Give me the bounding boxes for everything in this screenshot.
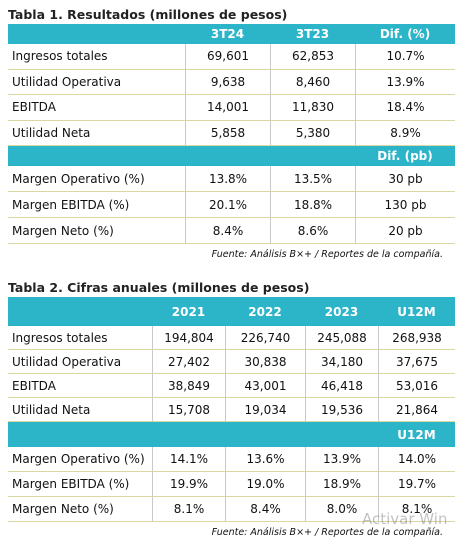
watermark: Activar Win <box>362 510 448 528</box>
cell: 13.9% <box>355 69 455 95</box>
table-title: Tabla 1. Resultados (millones de pesos) <box>8 6 288 22</box>
row-label: Margen Operativo (%) <box>8 166 185 192</box>
header-cell: U12M <box>378 297 455 326</box>
row-label: Margen EBITDA (%) <box>8 192 185 218</box>
header-cell: U12M <box>378 422 455 447</box>
cell: 8.0% <box>305 497 378 522</box>
cell: 13.6% <box>225 447 305 472</box>
cell: 37,675 <box>378 350 455 374</box>
source-note: Fuente: Análisis B×+ / Reportes de la co… <box>211 526 443 538</box>
header-cell: Dif. (%) <box>355 24 455 44</box>
source-note: Fuente: Análisis B×+ / Reportes de la co… <box>211 248 443 260</box>
cell: 245,088 <box>305 326 378 350</box>
cell: 53,016 <box>378 374 455 398</box>
cell: 226,740 <box>225 326 305 350</box>
row-label: Utilidad Neta <box>8 398 152 422</box>
cell: 14.1% <box>152 447 225 472</box>
cell: 19.9% <box>152 472 225 497</box>
cell: 43,001 <box>225 374 305 398</box>
cell: 19,536 <box>305 398 378 422</box>
header-cell: 2023 <box>305 297 378 326</box>
row-label: EBITDA <box>8 95 185 121</box>
cell: 20.1% <box>185 192 270 218</box>
cell: 8.4% <box>185 218 270 244</box>
cell: 13.8% <box>185 166 270 192</box>
header-cell: 3T24 <box>185 24 270 44</box>
row-label: Ingresos totales <box>8 326 152 350</box>
cell: 8.6% <box>270 218 355 244</box>
cell: 34,180 <box>305 350 378 374</box>
cell: 8.1% <box>152 497 225 522</box>
cell: 194,804 <box>152 326 225 350</box>
cell: 19,034 <box>225 398 305 422</box>
row-label: Margen Neto (%) <box>8 218 185 244</box>
row-label: Margen EBITDA (%) <box>8 472 152 497</box>
row-label: EBITDA <box>8 374 152 398</box>
cell: 30 pb <box>355 166 455 192</box>
cell: 18.9% <box>305 472 378 497</box>
header-cell: 2021 <box>152 297 225 326</box>
cell: 11,830 <box>270 95 355 121</box>
header-cell: 2022 <box>225 297 305 326</box>
cell: 13.9% <box>305 447 378 472</box>
cell: 30,838 <box>225 350 305 374</box>
cell: 8.1% <box>378 497 455 522</box>
cell: 38,849 <box>152 374 225 398</box>
row-label: Ingresos totales <box>8 44 185 70</box>
header-cell: Dif. (pb) <box>355 146 455 166</box>
cell: 46,418 <box>305 374 378 398</box>
row-label: Utilidad Operativa <box>8 350 152 374</box>
cell: 268,938 <box>378 326 455 350</box>
cell: 27,402 <box>152 350 225 374</box>
cell: 20 pb <box>355 218 455 244</box>
cell: 62,853 <box>270 44 355 70</box>
cell: 130 pb <box>355 192 455 218</box>
row-label: Margen Neto (%) <box>8 497 152 522</box>
cell: 8,460 <box>270 69 355 95</box>
cell: 18.8% <box>270 192 355 218</box>
row-label: Utilidad Operativa <box>8 70 185 95</box>
table-title: Tabla 2. Cifras anuales (millones de pes… <box>8 279 310 295</box>
cell: 8.9% <box>355 120 455 146</box>
cell: 13.5% <box>270 166 355 192</box>
cell: 8.4% <box>225 497 305 522</box>
cell: 14.0% <box>378 447 455 472</box>
cell: 69,601 <box>185 44 270 70</box>
cell: 19.0% <box>225 472 305 497</box>
cell: 21,864 <box>378 398 455 422</box>
cell: 5,380 <box>270 120 355 146</box>
cell: 10.7% <box>355 44 455 70</box>
cell: 15,708 <box>152 398 225 422</box>
header-row <box>8 146 455 166</box>
row-label: Utilidad Neta <box>8 121 185 146</box>
cell: 14,001 <box>185 95 270 121</box>
header-cell: 3T23 <box>270 24 355 44</box>
cell: 5,858 <box>185 120 270 146</box>
cell: 9,638 <box>185 69 270 95</box>
row-label: Margen Operativo (%) <box>8 447 152 472</box>
cell: 18.4% <box>355 95 455 121</box>
cell: 19.7% <box>378 472 455 497</box>
